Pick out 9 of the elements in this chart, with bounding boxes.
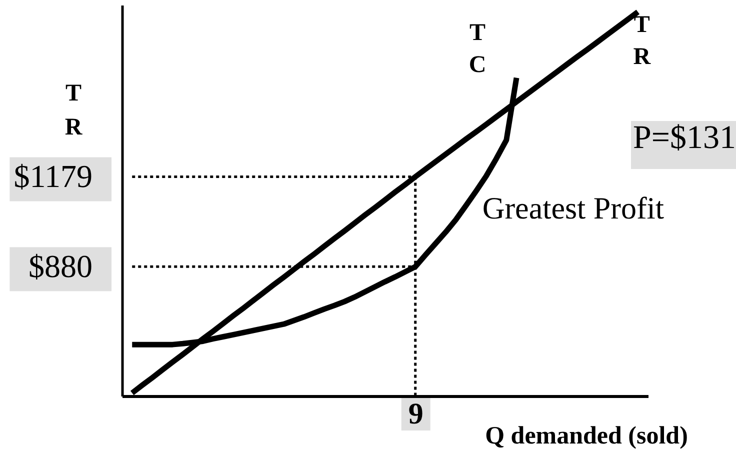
series-label: TC [468, 20, 486, 78]
x-tick-label: 9 [408, 398, 424, 430]
y-tick-label: $1179 [14, 158, 92, 194]
y-axis-title: TR [64, 80, 83, 140]
annotation: P=$131 [633, 120, 736, 156]
x-axis-title: Q demanded (sold) [485, 422, 688, 450]
series-label: TR [633, 12, 652, 70]
annotation: Greatest Profit [482, 190, 664, 226]
y-tick-label: $880 [28, 248, 92, 284]
